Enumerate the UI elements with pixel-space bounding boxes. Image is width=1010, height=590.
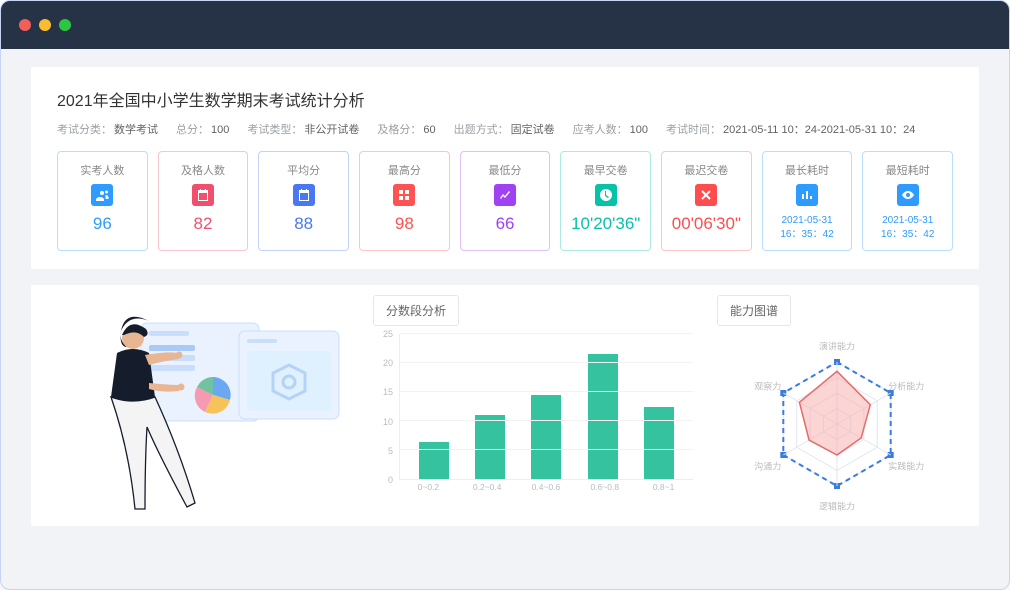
card-value: 96 bbox=[62, 214, 143, 234]
score-chart-title: 分数段分析 bbox=[373, 295, 459, 326]
minimize-dot[interactable] bbox=[39, 19, 51, 31]
people-icon bbox=[91, 184, 113, 206]
titlebar bbox=[1, 1, 1009, 49]
card-value: 2021-05-3116：35：42 bbox=[767, 214, 848, 242]
card-caption: 及格人数 bbox=[163, 162, 244, 178]
card-caption: 平均分 bbox=[263, 162, 344, 178]
stat-card[interactable]: 最高分 98 bbox=[359, 151, 450, 251]
eye-icon bbox=[897, 184, 919, 206]
radar-axis-label: 沟通力 bbox=[754, 460, 781, 473]
stat-card[interactable]: 实考人数 96 bbox=[57, 151, 148, 251]
clock-icon bbox=[595, 184, 617, 206]
score-bar-chart: 0510152025 0~0.20.2~0.40.4~0.60.6~0.80.8… bbox=[373, 334, 697, 504]
card-caption: 最早交卷 bbox=[565, 162, 646, 178]
card-caption: 实考人数 bbox=[62, 162, 143, 178]
calendar-icon bbox=[293, 184, 315, 206]
charts-panel: 分数段分析 0 5 10 15 20 25 0~0.2 0.2~0.4 0.4~0.6 0.6~… bbox=[31, 285, 979, 526]
y-tick: 20 bbox=[383, 358, 393, 368]
stat-card[interactable]: 最早交卷 10'20'36" bbox=[560, 151, 651, 251]
y-tick: 0 bbox=[388, 475, 393, 485]
squares-icon bbox=[393, 184, 415, 206]
meta-item: 及格分：60 bbox=[377, 121, 435, 137]
stat-card[interactable]: 及格人数 82 bbox=[158, 151, 249, 251]
stat-card[interactable]: 最低分 66 bbox=[460, 151, 551, 251]
meta-row: 考试分类：数学考试 总分：100 考试类型：非公开试卷 及格分：60 出题方式：固定试卷… bbox=[57, 121, 953, 137]
stat-card[interactable]: 最短耗时 2021-05-3116：35：42 bbox=[862, 151, 953, 251]
bar bbox=[644, 407, 674, 480]
stat-cards: 实考人数 96 及格人数 82 平均分 88 最高分 98 最低分 66 最早交卷 10'20'36"… bbox=[57, 151, 953, 251]
radar-axis-label: 观察力 bbox=[754, 380, 781, 393]
card-caption: 最长耗时 bbox=[767, 162, 848, 178]
card-caption: 最迟交卷 bbox=[666, 162, 747, 178]
radar-axis-label: 分析能力 bbox=[888, 380, 924, 393]
ability-radar-chart: 演讲能力分析能力实践能力逻辑能力 沟通力 观察力 bbox=[727, 334, 947, 514]
illustration bbox=[53, 295, 353, 520]
close-dot[interactable] bbox=[19, 19, 31, 31]
trend-icon bbox=[494, 184, 516, 206]
close-icon bbox=[695, 184, 717, 206]
app-window: 2021年全国中小学生数学期末考试统计分析 考试分类：数学考试 总分：100 考试类… bbox=[0, 0, 1010, 590]
card-caption: 最高分 bbox=[364, 162, 445, 178]
stat-card[interactable]: 最长耗时 2021-05-3116：35：42 bbox=[762, 151, 853, 251]
meta-item: 考试时间：2021-05-11 10：24-2021-05-31 10：24 bbox=[666, 121, 915, 137]
card-caption: 最低分 bbox=[465, 162, 546, 178]
content-area: 2021年全国中小学生数学期末考试统计分析 考试分类：数学考试 总分：100 考试类… bbox=[1, 49, 1009, 540]
radar-chart-block: 能力图谱 演讲能力分析能力实践能力逻辑能力 沟通力 观察力 bbox=[717, 295, 957, 520]
calendar-icon bbox=[192, 184, 214, 206]
bars-icon bbox=[796, 184, 818, 206]
y-tick: 5 bbox=[388, 446, 393, 456]
meta-item: 考试分类：数学考试 bbox=[57, 121, 158, 137]
radar-axis-label: 演讲能力 bbox=[819, 340, 855, 353]
card-value: 98 bbox=[364, 214, 445, 234]
radar-axis-label: 实践能力 bbox=[888, 460, 924, 473]
stat-card[interactable]: 最迟交卷 00'06'30" bbox=[661, 151, 752, 251]
bar bbox=[475, 415, 505, 479]
bar bbox=[588, 354, 618, 479]
radar-chart-title: 能力图谱 bbox=[717, 295, 791, 326]
meta-item: 应考人数：100 bbox=[573, 121, 648, 137]
bar bbox=[531, 395, 561, 479]
x-label: 0~0.2 bbox=[408, 482, 448, 504]
card-value: 10'20'36" bbox=[565, 214, 646, 234]
score-chart-block: 分数段分析 0 5 10 15 20 25 0~0.2 0.2~0.4 0.4~0.6 0.6~… bbox=[373, 295, 697, 520]
meta-item: 考试类型：非公开试卷 bbox=[247, 121, 359, 137]
card-caption: 最短耗时 bbox=[867, 162, 948, 178]
x-label: 0.8~1 bbox=[644, 482, 684, 504]
card-value: 88 bbox=[263, 214, 344, 234]
x-label: 0.2~0.4 bbox=[467, 482, 507, 504]
y-tick: 15 bbox=[383, 387, 393, 397]
card-value: 2021-05-3116：35：42 bbox=[867, 214, 948, 242]
x-label: 0.6~0.8 bbox=[585, 482, 625, 504]
meta-item: 出题方式：固定试卷 bbox=[454, 121, 555, 137]
summary-panel: 2021年全国中小学生数学期末考试统计分析 考试分类：数学考试 总分：100 考试类… bbox=[31, 67, 979, 269]
meta-item: 总分：100 bbox=[176, 121, 229, 137]
x-label: 0.4~0.6 bbox=[526, 482, 566, 504]
card-value: 82 bbox=[163, 214, 244, 234]
y-tick: 10 bbox=[383, 417, 393, 427]
maximize-dot[interactable] bbox=[59, 19, 71, 31]
radar-axis-label: 逻辑能力 bbox=[819, 500, 855, 513]
bar bbox=[419, 442, 449, 479]
stat-card[interactable]: 平均分 88 bbox=[258, 151, 349, 251]
page-title: 2021年全国中小学生数学期末考试统计分析 bbox=[57, 87, 953, 111]
y-tick: 25 bbox=[383, 329, 393, 339]
card-value: 00'06'30" bbox=[666, 214, 747, 234]
card-value: 66 bbox=[465, 214, 546, 234]
window-controls bbox=[19, 19, 71, 31]
